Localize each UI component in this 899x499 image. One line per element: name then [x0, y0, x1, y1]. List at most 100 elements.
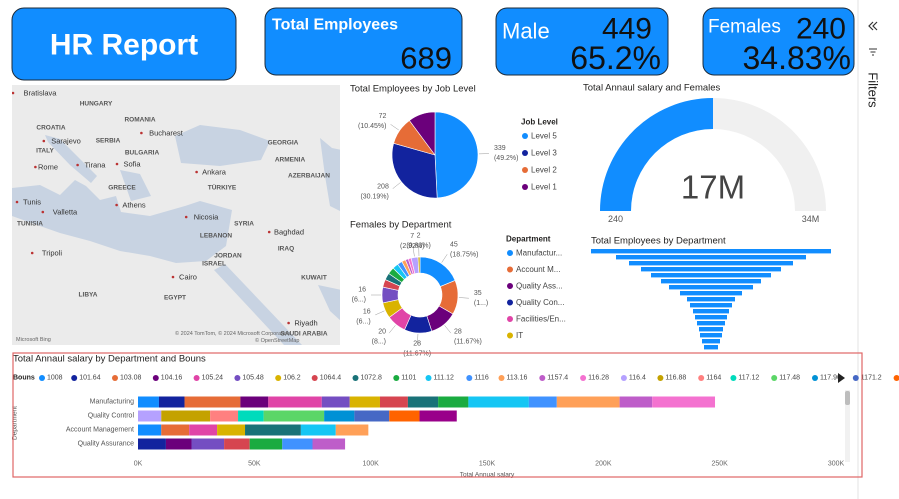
data-label: 35	[474, 290, 482, 297]
legend-scroll-arrow[interactable]	[838, 373, 845, 383]
map-label: Nicosia	[194, 213, 219, 222]
legend-label: 1072.8	[361, 375, 383, 382]
legend-label: Manufactur...	[516, 249, 562, 258]
card	[495, 7, 669, 76]
legend-label: Account M...	[516, 265, 560, 274]
bar-segment	[389, 410, 420, 422]
legend-label: 1171.2	[861, 375, 882, 382]
map-label: Baghdad	[274, 228, 304, 237]
legend-label: 105.48	[242, 375, 264, 382]
legend-marker	[507, 250, 513, 256]
bar-segment	[138, 410, 162, 422]
legend-marker	[580, 375, 587, 381]
bar-segment	[407, 396, 439, 408]
funnel-bar	[700, 333, 722, 338]
legend-title: Bouns	[13, 375, 35, 382]
legend-marker	[71, 375, 78, 381]
data-label: 20	[378, 328, 386, 335]
legend-label: 101.64	[79, 375, 101, 382]
gauge-value: 17M	[681, 169, 745, 206]
x-tick-label: 250K	[711, 461, 728, 468]
legend-marker	[852, 375, 859, 381]
legend-marker	[193, 375, 200, 381]
map-label: ARMENIA	[275, 157, 306, 164]
gauge-tick-label: 34M	[802, 214, 820, 224]
legend-label: 1164	[706, 375, 721, 382]
legend-label: Level 5	[531, 132, 557, 141]
data-label: (11.67%)	[454, 338, 482, 345]
legend-label: 116.4	[629, 375, 646, 382]
filter-icon[interactable]	[869, 48, 877, 56]
legend-label: Level 1	[531, 183, 557, 192]
map-attribution: © 2024 TomTom, © 2024 Microsoft Corporat…	[175, 330, 290, 337]
data-label: (10.45%)	[358, 123, 386, 130]
card-title: Total Employees	[272, 17, 398, 34]
bar-segment	[335, 424, 369, 436]
legend-label: Level 3	[531, 149, 557, 158]
data-label: (8...)	[372, 338, 386, 345]
bar-segment	[300, 424, 336, 436]
bar-segment	[652, 396, 716, 408]
x-tick-label: 50K	[248, 461, 261, 468]
data-label: 2	[417, 233, 421, 240]
city-dot	[41, 210, 45, 214]
bar-segment	[238, 410, 264, 422]
card-title: Females	[708, 17, 781, 38]
funnel-bar	[687, 297, 735, 302]
bar-segment	[438, 396, 469, 408]
map-label: ITALY	[36, 148, 54, 155]
bar-segment	[217, 424, 246, 436]
leader-line	[444, 325, 452, 334]
bar-segment	[249, 438, 283, 450]
leader-line	[388, 325, 396, 334]
city-dot	[115, 162, 119, 166]
map-label: HUNGARY	[80, 101, 113, 108]
chart-title: Total Employees by Department	[591, 236, 726, 247]
legend-marker	[498, 375, 505, 381]
collapse-icon[interactable]	[868, 21, 878, 31]
legend-label: 117.12	[738, 375, 759, 382]
bar-segment	[379, 396, 408, 408]
city-dot	[15, 200, 19, 204]
legend-label: 111.12	[434, 375, 454, 382]
legend-label: 1116	[474, 375, 489, 382]
data-label: 208	[377, 183, 389, 190]
bar-segment	[161, 410, 211, 422]
filters-label[interactable]: Filters	[866, 72, 881, 108]
leader-line	[417, 333, 419, 344]
card-share: 65.2%	[570, 40, 661, 76]
bar-segment	[312, 438, 346, 450]
map-label: Riyadh	[294, 319, 317, 328]
legend-marker	[393, 375, 400, 381]
scrollbar-track[interactable]	[845, 390, 850, 462]
legend-marker	[657, 375, 664, 381]
city-dot	[42, 139, 46, 143]
funnel-bar	[669, 285, 753, 290]
funnel-bar	[690, 303, 732, 308]
bar-segment	[138, 396, 159, 408]
map-label: Ankara	[202, 168, 227, 177]
city-dot	[34, 165, 37, 169]
map-label: ROMANIA	[124, 117, 155, 124]
pie-slice	[391, 142, 438, 199]
map-sea	[120, 170, 151, 201]
bar-segment	[324, 410, 355, 422]
map[interactable]: Bratislava HUNGARY CROATIA ROMANIA Bucharest…	[12, 85, 342, 345]
pie-slice	[417, 256, 421, 274]
scrollbar-thumb[interactable]	[845, 391, 850, 405]
bar-segment	[189, 424, 218, 436]
legend-label: 116.88	[665, 375, 686, 382]
legend-label: 1101	[401, 375, 416, 382]
legend-marker	[522, 133, 528, 139]
bar-segment	[349, 396, 380, 408]
map-label: Tunis	[23, 198, 41, 207]
gauge-fill	[600, 98, 713, 211]
bar-segment	[528, 396, 557, 408]
legend-marker	[771, 375, 778, 381]
map-sea	[12, 180, 232, 263]
card-value: 240	[796, 13, 846, 46]
funnel-bar	[699, 327, 723, 332]
chart-title: Total Annaul salary by Department and Bo…	[13, 354, 206, 365]
funnel-bar	[661, 279, 761, 284]
